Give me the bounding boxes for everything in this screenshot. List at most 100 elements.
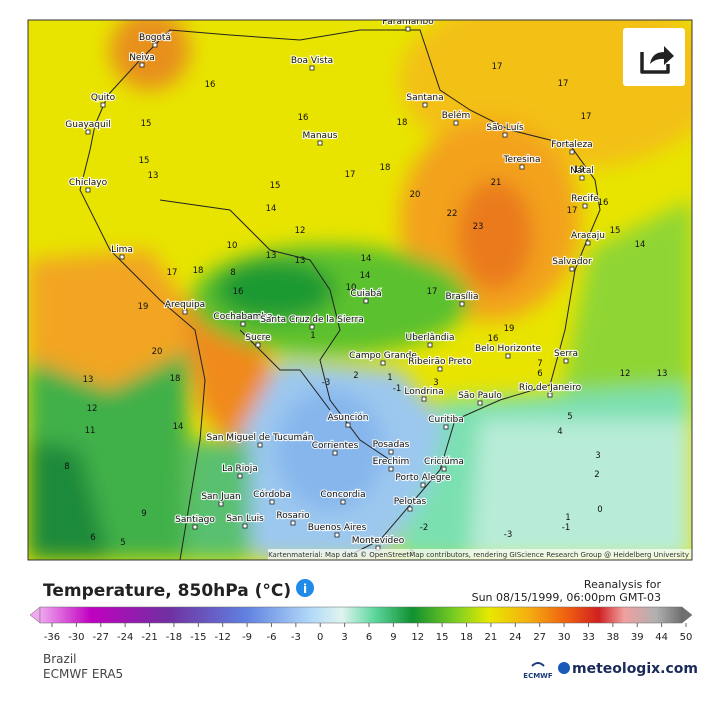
- contour-label: 10: [227, 241, 238, 251]
- city-marker: [427, 342, 433, 348]
- city-label: Rio de Janeiro: [519, 383, 582, 393]
- colorbar: [39, 606, 683, 624]
- city-label: Aracaju: [571, 231, 605, 241]
- contour-label: 12: [87, 404, 98, 414]
- city-marker: [290, 520, 296, 526]
- city-marker: [579, 175, 585, 181]
- city-label: Guayaquil: [65, 120, 110, 130]
- contour-label: -2: [420, 523, 428, 533]
- contour-label: 16: [298, 113, 309, 123]
- city-label: Quito: [91, 93, 116, 103]
- city-label: Posadas: [373, 440, 410, 450]
- contour-label: 13: [295, 256, 306, 266]
- contour-label: 17: [492, 62, 503, 72]
- colorbar-tick-label: -18: [166, 632, 182, 643]
- contour-label: 6: [90, 533, 95, 543]
- city-marker: [459, 301, 465, 307]
- contour-label: 14: [360, 271, 371, 281]
- city-marker: [420, 482, 426, 488]
- share-icon[interactable]: [640, 52, 670, 74]
- contour-label: 23: [473, 222, 484, 232]
- contour-label: 12: [620, 369, 631, 379]
- city-marker: [255, 342, 261, 348]
- city-marker: [422, 102, 428, 108]
- info-glyph[interactable]: i: [303, 582, 307, 596]
- info-icon[interactable]: [296, 579, 314, 597]
- contour-label: 18: [193, 266, 204, 276]
- contour-label: 16: [233, 287, 244, 297]
- contour-label: 17: [167, 268, 178, 278]
- contour-label: 14: [173, 422, 184, 432]
- share-arrow[interactable]: [650, 46, 674, 65]
- colorbar-tick-label: 12: [411, 632, 424, 643]
- city-label: San Luis: [226, 514, 264, 524]
- colorbar-tick-label: 50: [680, 632, 693, 643]
- contour-label: 13: [657, 369, 668, 379]
- contour-label: 13: [266, 251, 277, 261]
- region: Brazil: [43, 652, 77, 666]
- contour-label: -1: [393, 384, 401, 394]
- contour-label: 22: [447, 209, 458, 219]
- contour-label: 5: [120, 538, 125, 548]
- city-marker: [237, 473, 243, 479]
- colorbar-tick-label: 18: [460, 632, 473, 643]
- contour-label: 18: [397, 118, 408, 128]
- contour-label: 14: [635, 240, 646, 250]
- colorbar-tick-label: -12: [215, 632, 231, 643]
- contour-label: 8: [64, 462, 69, 472]
- colorbar-tick-label: -9: [242, 632, 252, 643]
- colorbar-tick-label: -3: [291, 632, 301, 643]
- contour-label: 21: [491, 178, 502, 188]
- colorbar-tick-label: 21: [485, 632, 498, 643]
- contour-label: 16: [205, 80, 216, 90]
- ecmwf-logo: ECMWF: [523, 672, 553, 680]
- city-marker: [152, 42, 158, 48]
- city-label: Pelotas: [394, 497, 427, 507]
- contour-label: 17: [558, 79, 569, 89]
- colorbar-tick-label: 27: [533, 632, 546, 643]
- contour-label: 20: [152, 347, 163, 357]
- colorbar-tick-label: 15: [436, 632, 449, 643]
- contour-label: 2: [353, 371, 358, 381]
- city-marker: [388, 449, 394, 455]
- contour-label: -3: [322, 378, 330, 388]
- city-marker: [218, 501, 224, 507]
- contour-label: -3: [504, 530, 512, 540]
- contour-label: 3: [595, 451, 600, 461]
- city-label: Teresina: [503, 155, 541, 165]
- city-label: Serra: [554, 349, 578, 359]
- city-label: Chiclayo: [69, 178, 108, 188]
- city-marker: [340, 499, 346, 505]
- city-label: Belém: [442, 110, 471, 121]
- contour-label: 17: [345, 170, 356, 180]
- colorbar-tick-label: 44: [655, 632, 668, 643]
- map-frame: [27, 19, 693, 561]
- contour-label: 17: [581, 112, 592, 122]
- city-label: Recife: [571, 194, 599, 204]
- contour-label: 15: [610, 226, 621, 236]
- colorbar-tick-label: 39: [631, 632, 644, 643]
- contour-label: 1: [387, 373, 392, 383]
- city-label: Arequipa: [165, 300, 205, 310]
- colorbar-tick-label: -6: [266, 632, 276, 643]
- city-marker: [505, 353, 511, 359]
- contour-label: 10: [346, 283, 357, 293]
- borders: [79, 29, 601, 560]
- city-marker: [443, 424, 449, 430]
- colorbar-tick-label: -21: [141, 632, 157, 643]
- share-button[interactable]: [623, 28, 685, 86]
- colorbar-tick-label: 9: [390, 632, 396, 643]
- city-marker: [569, 149, 575, 155]
- city-label: Buenos Aires: [308, 523, 367, 533]
- city-marker: [85, 129, 91, 135]
- contour-label: -1: [562, 523, 570, 533]
- colorbar-tick-label: 0: [317, 632, 323, 643]
- contour-label: 7: [537, 359, 542, 369]
- city-label: Corrientes: [312, 441, 359, 451]
- city-label: Asunción: [328, 412, 369, 423]
- reanalysis-label: Reanalysis for: [584, 578, 662, 591]
- city-marker: [363, 298, 369, 304]
- city-label: Santana: [406, 93, 443, 103]
- city-label: Cuiabá: [350, 289, 381, 299]
